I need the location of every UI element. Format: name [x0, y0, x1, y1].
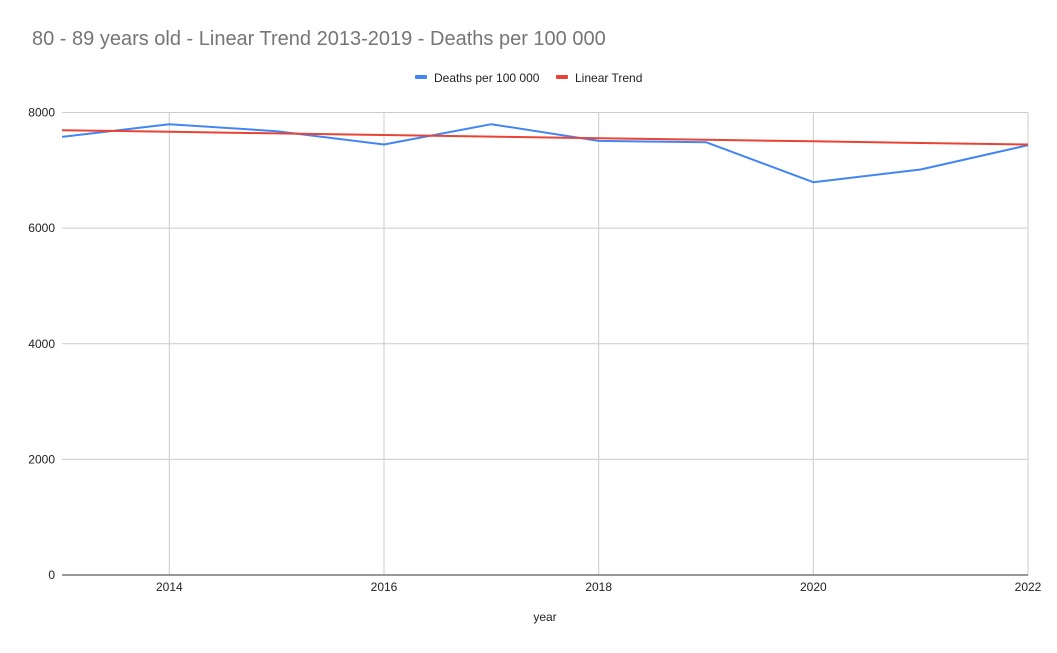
- y-tick-label: 0: [48, 568, 55, 582]
- series-line-linear-trend: [61, 129, 1029, 146]
- x-axis-title: year: [533, 610, 556, 624]
- y-tick-label: 6000: [28, 221, 55, 235]
- legend-label: Deaths per 100 000: [434, 71, 540, 85]
- y-tick-label: 8000: [28, 106, 55, 120]
- x-tick-label: 2022: [1015, 580, 1042, 594]
- x-tick-label: 2014: [156, 580, 183, 594]
- legend-label: Linear Trend: [575, 71, 642, 85]
- legend-swatch: [415, 75, 427, 79]
- y-tick-label: 4000: [28, 337, 55, 351]
- y-tick-label: 2000: [28, 452, 55, 466]
- series-line-deaths: [61, 123, 1029, 184]
- x-tick-label: 2018: [585, 580, 612, 594]
- x-tick-label: 2016: [371, 580, 398, 594]
- x-tick-label: 2020: [800, 580, 827, 594]
- chart-title: 80 - 89 years old - Linear Trend 2013-20…: [32, 28, 606, 50]
- legend-swatch: [556, 75, 568, 79]
